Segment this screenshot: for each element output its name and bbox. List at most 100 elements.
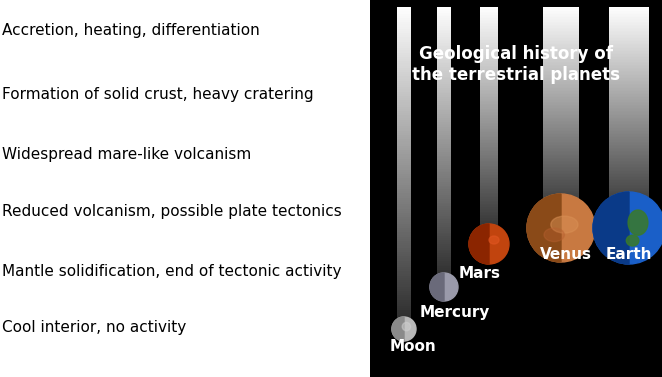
Bar (543, 70, 579, 72)
Bar (543, 183, 579, 185)
Bar (480, 207, 498, 208)
Bar (480, 61, 498, 63)
Bar (437, 278, 451, 280)
Bar (397, 29, 411, 31)
Bar (480, 152, 498, 153)
Bar (543, 99, 579, 100)
Bar (480, 18, 498, 20)
Bar (480, 159, 498, 161)
Bar (609, 13, 649, 14)
Bar (543, 72, 579, 74)
Bar (609, 205, 649, 207)
Bar (480, 45, 498, 47)
Bar (397, 70, 411, 72)
Bar (480, 113, 498, 115)
Bar (480, 229, 498, 231)
Bar (397, 85, 411, 87)
Bar (437, 216, 451, 218)
Bar (543, 94, 579, 96)
Bar (609, 130, 649, 131)
Bar (397, 319, 411, 321)
Bar (609, 91, 649, 93)
Bar (480, 88, 498, 89)
Bar (397, 174, 411, 176)
Bar (543, 69, 579, 70)
Bar (543, 22, 579, 23)
Bar (543, 164, 579, 166)
Bar (609, 168, 649, 170)
Bar (480, 188, 498, 190)
Bar (397, 252, 411, 254)
Bar (397, 89, 411, 92)
Bar (437, 223, 451, 225)
Bar (543, 213, 579, 214)
Bar (543, 60, 579, 62)
Bar (397, 167, 411, 170)
Bar (480, 28, 498, 29)
Bar (397, 98, 411, 100)
Bar (543, 195, 579, 196)
Bar (480, 244, 498, 245)
Bar (437, 204, 451, 206)
Bar (397, 141, 411, 144)
Bar (543, 13, 579, 14)
Bar (609, 116, 649, 118)
Bar (480, 116, 498, 118)
Bar (609, 204, 649, 205)
Bar (609, 59, 649, 60)
Bar (437, 195, 451, 197)
Bar (397, 328, 411, 330)
Bar (543, 170, 579, 171)
Bar (480, 50, 498, 51)
Bar (609, 32, 649, 34)
Bar (480, 104, 498, 106)
Bar (437, 282, 451, 284)
Bar (543, 68, 579, 69)
Bar (480, 170, 498, 172)
Bar (480, 236, 498, 237)
Bar (437, 46, 451, 48)
Bar (480, 26, 498, 28)
Ellipse shape (626, 235, 639, 246)
Bar (397, 11, 411, 14)
Bar (397, 265, 411, 267)
Bar (543, 108, 579, 109)
Bar (480, 43, 498, 45)
Bar (609, 153, 649, 155)
Bar (480, 210, 498, 211)
Bar (543, 100, 579, 102)
Bar (480, 169, 498, 170)
Bar (480, 75, 498, 77)
Bar (437, 185, 451, 187)
Bar (480, 67, 498, 69)
Bar (480, 115, 498, 116)
Bar (437, 107, 451, 109)
Bar (397, 306, 411, 308)
Bar (543, 65, 579, 66)
Bar (543, 77, 579, 78)
Bar (543, 51, 579, 53)
Wedge shape (527, 194, 561, 262)
Bar (609, 143, 649, 145)
Bar (437, 137, 451, 139)
Bar (437, 41, 451, 43)
Bar (437, 169, 451, 170)
Bar (609, 63, 649, 65)
Bar (480, 129, 498, 131)
Bar (609, 46, 649, 47)
Bar (609, 62, 649, 63)
Bar (397, 18, 411, 20)
Bar (437, 163, 451, 165)
Bar (543, 62, 579, 63)
Bar (437, 214, 451, 216)
Bar (397, 40, 411, 42)
Bar (543, 19, 579, 20)
Bar (397, 293, 411, 295)
Bar (609, 127, 649, 128)
Text: Mars: Mars (459, 266, 501, 281)
Bar (609, 19, 649, 20)
Bar (609, 68, 649, 69)
Bar (480, 144, 498, 145)
Bar (480, 9, 498, 10)
Bar (609, 121, 649, 123)
